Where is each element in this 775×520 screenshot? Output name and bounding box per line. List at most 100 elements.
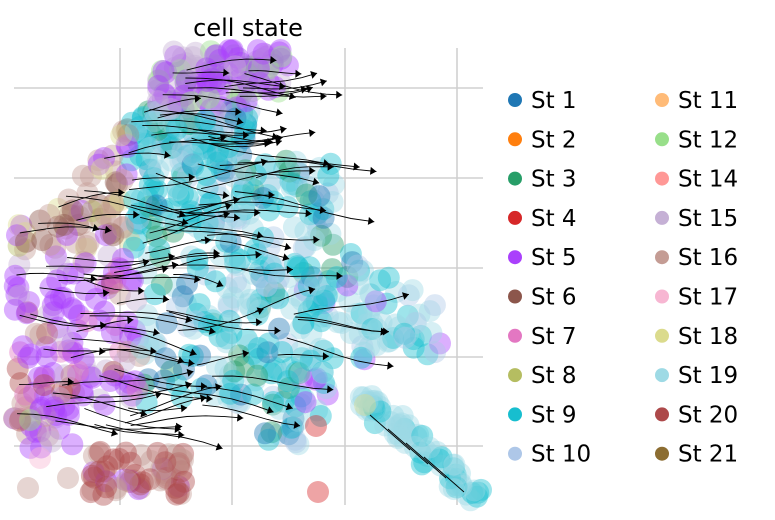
streamline <box>197 163 320 184</box>
scatter-point <box>299 190 322 213</box>
scatter-point <box>150 273 173 296</box>
scatter-point <box>405 425 428 448</box>
streamline-arrow <box>353 162 360 171</box>
legend-label: St 4 <box>531 206 577 232</box>
scatter-point <box>199 191 222 214</box>
scatter-point <box>39 276 62 299</box>
streamline <box>169 136 283 145</box>
scatter-point <box>29 398 52 421</box>
streamline-arrow <box>327 162 334 171</box>
scatter-point <box>209 73 232 96</box>
scatter-point <box>312 206 335 229</box>
scatter-point <box>249 288 272 311</box>
scatter-point <box>294 391 317 414</box>
scatter-point <box>46 215 69 238</box>
streamline-arrow <box>312 177 320 186</box>
scatter-point <box>164 476 187 499</box>
scatter-point <box>19 343 42 366</box>
scatter-point <box>68 304 90 327</box>
scatter-point <box>29 420 52 443</box>
scatter-point <box>293 387 316 410</box>
scatter-point <box>369 400 392 423</box>
streamline-arrow <box>309 166 316 175</box>
scatter-point <box>262 190 285 213</box>
scatter-point <box>369 395 392 418</box>
streamline-arrow <box>215 442 223 451</box>
scatter-point <box>350 394 373 417</box>
scatter-point <box>119 451 142 474</box>
streamline <box>172 71 230 74</box>
scatter-point <box>280 416 303 439</box>
scatter-point <box>358 335 381 358</box>
scatter-point <box>62 341 85 364</box>
scatter-point <box>8 284 31 307</box>
scatter-point <box>249 296 271 319</box>
scatter-point <box>339 243 362 265</box>
scatter-point <box>148 238 171 261</box>
streamline-arrow <box>286 265 293 274</box>
scatter-point <box>210 96 233 119</box>
scatter-point <box>63 382 86 405</box>
scatter-point <box>199 40 222 63</box>
streamline <box>58 192 125 208</box>
streamline <box>129 160 268 191</box>
scatter-point <box>262 385 284 408</box>
scatter-point <box>54 384 77 407</box>
scatter-point <box>141 217 164 240</box>
scatter-point <box>30 396 53 419</box>
scatter-point <box>164 211 187 234</box>
scatter-point <box>8 409 31 432</box>
scatter-point <box>147 69 169 92</box>
scatter-point <box>450 472 473 495</box>
streamline-arrow <box>275 108 283 117</box>
scatter-point <box>242 184 265 207</box>
streamline-arrow <box>171 261 179 270</box>
streamline <box>105 424 223 449</box>
scatter-point <box>152 60 175 82</box>
scatter-point <box>7 276 30 299</box>
scatter-point <box>48 254 71 277</box>
legend-label: St 20 <box>678 402 738 428</box>
scatter-point <box>136 316 159 339</box>
scatter-point <box>115 163 138 186</box>
scatter-point <box>14 396 37 419</box>
scatter-point <box>467 481 490 504</box>
legend-label: St 6 <box>531 285 577 311</box>
scatter-point <box>60 364 83 387</box>
scatter-point <box>41 294 64 317</box>
scatter-point <box>238 100 261 123</box>
scatter-point <box>269 39 292 61</box>
scatter-point <box>150 457 173 480</box>
streamline <box>237 160 377 172</box>
scatter-point <box>171 148 194 171</box>
scatter-point <box>44 289 67 312</box>
streamline <box>369 414 411 451</box>
scatter-point <box>135 262 158 285</box>
scatter-point <box>186 257 209 280</box>
streamline <box>244 73 343 96</box>
streamline-arrow <box>387 361 394 370</box>
scatter-point <box>145 179 168 202</box>
scatter-point <box>370 311 393 334</box>
legend-label: St 9 <box>531 402 577 428</box>
scatter-point <box>56 262 79 285</box>
scatter-point <box>124 207 147 230</box>
streamline-arrow <box>174 425 181 433</box>
scatter-point <box>449 462 471 485</box>
streamline-arrow <box>260 126 267 135</box>
scatter-point <box>311 305 334 328</box>
scatter-point <box>29 209 51 232</box>
streamline <box>55 420 183 430</box>
legend-marker <box>508 328 522 343</box>
scatter-point <box>225 271 248 294</box>
streamline <box>84 190 186 217</box>
scatter-point <box>267 267 290 290</box>
scatter-point <box>195 65 218 88</box>
legend-label: St 5 <box>531 245 577 271</box>
scatter-point <box>194 109 217 132</box>
legend-marker <box>655 93 669 107</box>
scatter-point <box>253 69 276 92</box>
velocity-streamlines <box>16 56 465 493</box>
scatter-point <box>202 312 225 335</box>
scatter-point <box>17 291 40 313</box>
